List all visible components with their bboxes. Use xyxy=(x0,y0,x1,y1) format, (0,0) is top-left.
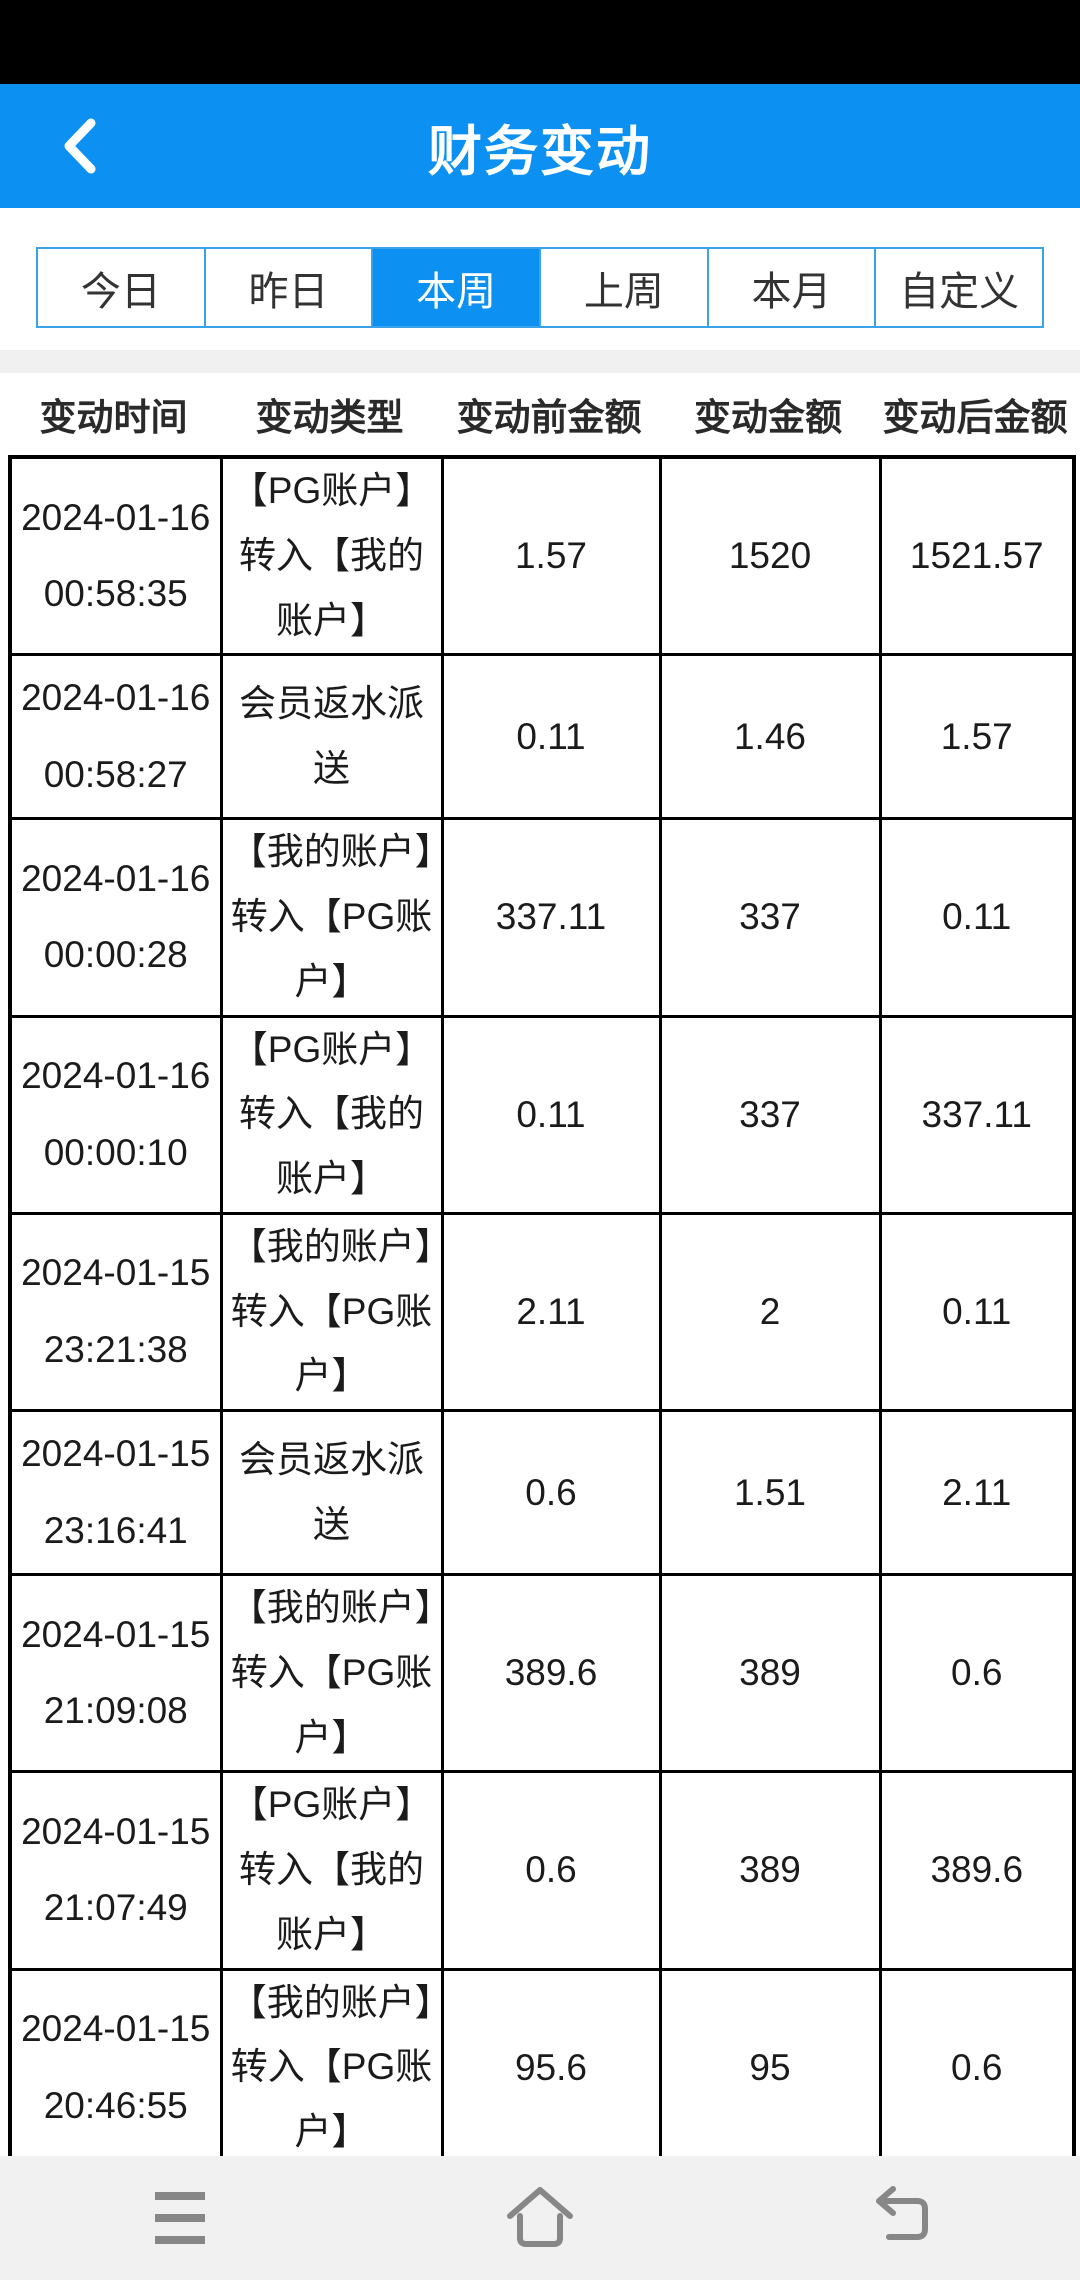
cell-type: 会员返水派送 xyxy=(219,1409,444,1576)
col-header-before: 变动前金额 xyxy=(440,373,658,455)
cell-date: 2024-01-16 00:58:35 xyxy=(8,455,223,657)
date-filter-tabs: 今日 昨日 本周 上周 本月 自定义 xyxy=(36,247,1044,328)
bottom-nav xyxy=(0,2156,1080,2280)
table-row: 2024-01-15 21:07:49 【PG账户】转入【我的账户】 0.6 38… xyxy=(8,1770,1076,1971)
tab-yesterday[interactable]: 昨日 xyxy=(203,249,372,326)
cell-type: 【我的账户】转入【PG账户】 xyxy=(219,1967,444,2156)
finance-table-container: 2024-01-16 00:58:35 【PG账户】转入【我的账户】 1.57 1… xyxy=(0,455,1080,2156)
cell-type: 【PG账户】转入【我的账户】 xyxy=(219,1770,444,1971)
cell-amount: 389 xyxy=(658,1572,882,1774)
col-header-after: 变动后金额 xyxy=(878,373,1072,455)
cell-amount: 337 xyxy=(658,817,882,1018)
table-row: 2024-01-15 23:16:41 会员返水派送 0.6 1.51 2.11 xyxy=(8,1409,1076,1576)
page-title: 财务变动 xyxy=(428,121,652,182)
back-button[interactable] xyxy=(40,84,120,208)
cell-after-amount: 337.11 xyxy=(878,1014,1076,1215)
table-row: 2024-01-16 00:00:10 【PG账户】转入【我的账户】 0.11 3… xyxy=(8,1014,1076,1215)
cell-after-amount: 0.6 xyxy=(878,1967,1076,2156)
cell-amount: 389 xyxy=(658,1770,882,1971)
cell-after-amount: 0.6 xyxy=(878,1572,1076,1774)
table-header-row: 变动时间 变动类型 变动前金额 变动金额 变动后金额 xyxy=(8,373,1072,455)
cell-date: 2024-01-16 00:00:28 xyxy=(8,817,223,1018)
col-header-type: 变动类型 xyxy=(219,373,440,455)
cell-date: 2024-01-15 21:07:49 xyxy=(8,1770,223,1971)
cell-after-amount: 1521.57 xyxy=(878,455,1076,657)
cell-type: 【PG账户】转入【我的账户】 xyxy=(219,455,444,657)
tab-this-week[interactable]: 本周 xyxy=(371,249,540,326)
home-icon xyxy=(507,2187,573,2247)
home-button[interactable] xyxy=(360,2182,720,2254)
tab-today[interactable]: 今日 xyxy=(38,249,204,326)
col-header-amount: 变动金额 xyxy=(658,373,878,455)
status-bar xyxy=(0,0,1080,84)
cell-date: 2024-01-15 23:16:41 xyxy=(8,1409,223,1576)
cell-amount: 337 xyxy=(658,1014,882,1215)
cell-amount: 1.46 xyxy=(658,653,882,821)
cell-before-amount: 0.6 xyxy=(440,1770,662,1971)
cell-date: 2024-01-16 00:00:10 xyxy=(8,1014,223,1215)
cell-before-amount: 2.11 xyxy=(440,1211,662,1413)
cell-type: 【我的账户】转入【PG账户】 xyxy=(219,1211,444,1413)
cell-amount: 2 xyxy=(658,1211,882,1413)
cell-date: 2024-01-15 23:21:38 xyxy=(8,1211,223,1413)
menu-icon xyxy=(155,2192,205,2244)
cell-before-amount: 95.6 xyxy=(440,1967,662,2156)
finance-table: 2024-01-16 00:58:35 【PG账户】转入【我的账户】 1.57 1… xyxy=(8,455,1076,2156)
menu-button[interactable] xyxy=(0,2186,360,2250)
table-row: 2024-01-16 00:58:35 【PG账户】转入【我的账户】 1.57 1… xyxy=(8,455,1076,657)
cell-after-amount: 0.11 xyxy=(878,817,1076,1018)
tab-custom[interactable]: 自定义 xyxy=(874,249,1043,326)
return-icon xyxy=(876,2186,928,2240)
table-row: 2024-01-16 00:00:28 【我的账户】转入【PG账户】 337.11… xyxy=(8,817,1076,1018)
tab-this-month[interactable]: 本月 xyxy=(706,249,875,326)
cell-after-amount: 2.11 xyxy=(878,1409,1076,1576)
table-row: 2024-01-16 00:58:27 会员返水派送 0.11 1.46 1.57 xyxy=(8,653,1076,821)
app-header: 财务变动 xyxy=(0,84,1080,208)
cell-before-amount: 0.6 xyxy=(440,1409,662,1576)
chevron-left-icon xyxy=(64,118,96,174)
cell-date: 2024-01-16 00:58:27 xyxy=(8,653,223,821)
table-row: 2024-01-15 23:21:38 【我的账户】转入【PG账户】 2.11 2… xyxy=(8,1211,1076,1413)
table-row: 2024-01-15 21:09:08 【我的账户】转入【PG账户】 389.6 … xyxy=(8,1572,1076,1774)
section-divider xyxy=(0,350,1080,373)
cell-amount: 1520 xyxy=(658,455,882,657)
cell-amount: 1.51 xyxy=(658,1409,882,1576)
col-header-time: 变动时间 xyxy=(8,373,219,455)
cell-type: 会员返水派送 xyxy=(219,653,444,821)
table-row: 2024-01-15 20:46:55 【我的账户】转入【PG账户】 95.6 9… xyxy=(8,1967,1076,2156)
cell-date: 2024-01-15 20:46:55 xyxy=(8,1967,223,2156)
cell-before-amount: 337.11 xyxy=(440,817,662,1018)
cell-after-amount: 1.57 xyxy=(878,653,1076,821)
cell-type: 【我的账户】转入【PG账户】 xyxy=(219,1572,444,1774)
cell-date: 2024-01-15 21:09:08 xyxy=(8,1572,223,1774)
header-gap xyxy=(0,208,1080,247)
cell-before-amount: 0.11 xyxy=(440,1014,662,1215)
tab-last-week[interactable]: 上周 xyxy=(539,249,707,326)
cell-after-amount: 389.6 xyxy=(878,1770,1076,1971)
cell-before-amount: 389.6 xyxy=(440,1572,662,1774)
cell-amount: 95 xyxy=(658,1967,882,2156)
back-nav-button[interactable] xyxy=(720,2185,1080,2251)
cell-type: 【我的账户】转入【PG账户】 xyxy=(219,817,444,1018)
cell-after-amount: 0.11 xyxy=(878,1211,1076,1413)
cell-before-amount: 1.57 xyxy=(440,455,662,657)
tabs-gap xyxy=(0,328,1080,350)
cell-before-amount: 0.11 xyxy=(440,653,662,821)
cell-type: 【PG账户】转入【我的账户】 xyxy=(219,1014,444,1215)
